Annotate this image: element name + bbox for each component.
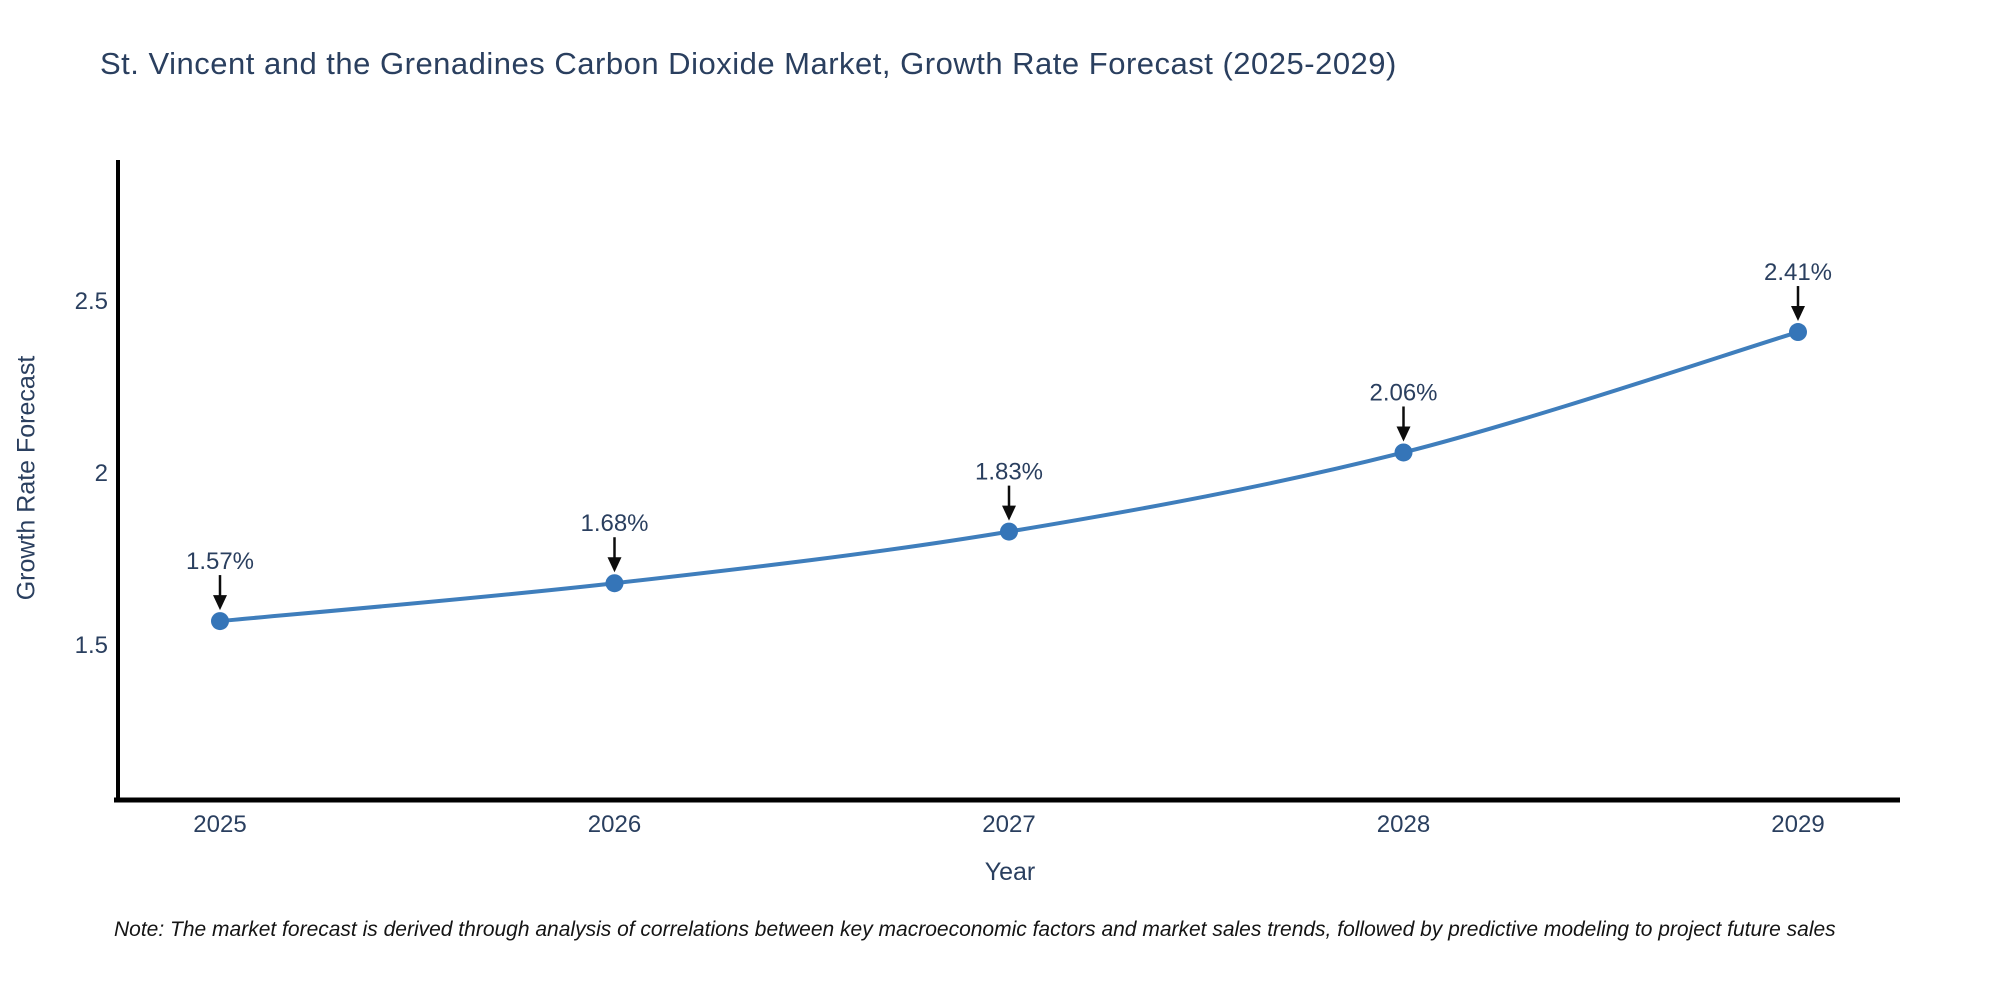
x-tick-label: 2027 <box>982 811 1035 838</box>
x-tick-label: 2029 <box>1771 811 1824 838</box>
annotation-label: 1.57% <box>186 548 254 575</box>
y-tick-label: 2.5 <box>75 288 108 315</box>
data-point-marker <box>1789 323 1807 342</box>
y-tick-label: 1.5 <box>75 632 108 659</box>
chart-title: St. Vincent and the Grenadines Carbon Di… <box>100 46 1397 81</box>
x-tick-label: 2028 <box>1377 811 1430 838</box>
y-tick-label: 2 <box>95 460 108 487</box>
annotation-arrowhead <box>1791 306 1805 322</box>
data-point-marker <box>605 574 624 593</box>
x-tick-label: 2026 <box>588 811 641 838</box>
annotation-label: 1.68% <box>580 510 648 537</box>
annotation-label: 2.41% <box>1764 259 1832 286</box>
annotation-arrowhead <box>1002 505 1016 521</box>
x-axis-title: Year <box>984 858 1036 886</box>
annotation-arrowhead <box>607 557 622 573</box>
annotation-arrowhead <box>213 595 227 611</box>
footnote: Note: The market forecast is derived thr… <box>114 918 1836 941</box>
x-tick-label: 2025 <box>193 811 246 838</box>
data-point-marker <box>1394 443 1413 462</box>
data-point-marker <box>1000 522 1018 541</box>
annotation-arrowhead <box>1396 426 1411 442</box>
annotation-label: 2.06% <box>1369 379 1437 406</box>
data-point-marker <box>211 612 229 631</box>
annotation-label: 1.83% <box>975 459 1043 486</box>
